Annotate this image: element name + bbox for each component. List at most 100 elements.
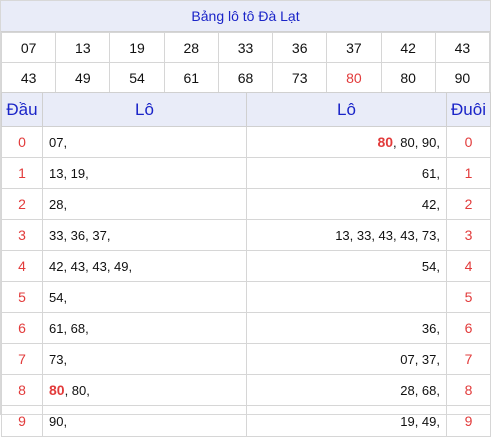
dau-digit-text: 7 — [18, 351, 26, 367]
table-row: 6 61, 68, 36, 6 — [1, 312, 491, 344]
lo-right-text: 36, — [421, 321, 440, 336]
lo-left-text: 54, — [49, 290, 68, 305]
number-cell: 28 — [163, 32, 219, 63]
lo-left-cell: 42, 43, 43, 49, — [42, 250, 247, 282]
lo-left-text: , 80, — [64, 383, 90, 398]
lo-left-text: 61, 68, — [49, 321, 89, 336]
dau-digit-text: 0 — [18, 134, 26, 150]
number-cell: 90 — [434, 62, 491, 93]
lo-right-cell: 80, 80, 90, — [246, 126, 447, 158]
lo-left-text: 33, 36, 37, — [49, 228, 111, 243]
dau-digit-text: 6 — [18, 320, 26, 336]
number-cell: 07 — [0, 32, 57, 63]
duoi-digit: 8 — [446, 374, 491, 406]
dau-digit: 7 — [1, 343, 43, 375]
lo-right-cell: 28, 68, — [246, 374, 447, 406]
duoi-digit: 4 — [446, 250, 491, 282]
lo-right-cell: 42, — [246, 188, 447, 220]
lo-left-text: 90, — [49, 414, 68, 429]
number-cell: 54 — [109, 62, 165, 93]
lo-highlight: 80 — [377, 134, 394, 150]
lo-right-cell: 54, — [246, 250, 447, 282]
dau-digit: 4 — [1, 250, 43, 282]
numbers-grid: 07 13 19 28 33 36 37 42 43 43 49 54 61 6… — [0, 32, 491, 93]
lo-right-text: 54, — [421, 259, 440, 274]
duoi-digit-text: 4 — [464, 258, 473, 274]
dau-digit-text: 2 — [18, 196, 26, 212]
number-cell: 49 — [55, 62, 111, 93]
lo-table: Đầu Lô Lô Đuôi 0 07, 80, 80, 90, 0 1 13, 19, 6… — [1, 92, 491, 437]
lo-right-cell: 07, 37, — [246, 343, 447, 375]
header-lo-right: Lô — [246, 92, 447, 127]
table-row: 5 54, 5 — [1, 281, 491, 313]
duoi-digit-text: 1 — [464, 165, 473, 181]
lo-right-text: 61, — [421, 166, 440, 181]
number-cell: 37 — [326, 32, 382, 63]
duoi-digit: 1 — [446, 157, 491, 189]
duoi-digit: 0 — [446, 126, 491, 158]
duoi-digit-text: 2 — [464, 196, 473, 212]
lo-left-cell: 61, 68, — [42, 312, 247, 344]
lo-left-cell: 90, — [42, 405, 247, 437]
dau-digit: 1 — [1, 157, 43, 189]
number-cell: 36 — [272, 32, 328, 63]
numbers-row: 07 13 19 28 33 36 37 42 43 — [0, 32, 491, 63]
lo-left-text: 73, — [49, 352, 68, 367]
lo-left-cell: 73, — [42, 343, 247, 375]
duoi-digit: 6 — [446, 312, 491, 344]
dau-digit-text: 4 — [18, 258, 26, 274]
lo-body: 0 07, 80, 80, 90, 0 1 13, 19, 61, 1 2 28, 42, 2 3 33,… — [1, 126, 491, 437]
lo-left-cell: 80, 80, — [42, 374, 247, 406]
lo-right-cell: 19, 49, — [246, 405, 447, 437]
dau-digit-text: 1 — [18, 165, 26, 181]
lo-left-cell: 54, — [42, 281, 247, 313]
lo-right-cell: 13, 33, 43, 43, 73, — [246, 219, 447, 251]
lo-right-text: , 80, 90, — [393, 135, 440, 150]
lo-left-text: 42, 43, 43, 49, — [49, 259, 133, 274]
lo-left-text: 07, — [49, 135, 68, 150]
number-cell: 73 — [272, 62, 328, 93]
table-row: 9 90, 19, 49, 9 — [1, 405, 491, 437]
number-cell: 68 — [217, 62, 274, 93]
lo-header-row: Đầu Lô Lô Đuôi — [1, 92, 491, 127]
duoi-digit: 3 — [446, 219, 491, 251]
number-cell: 19 — [109, 32, 165, 63]
duoi-digit-text: 8 — [464, 382, 473, 398]
lo-right-text: 19, 49, — [400, 414, 440, 429]
dau-digit: 3 — [1, 219, 43, 251]
duoi-digit-text: 5 — [464, 289, 473, 305]
lo-right-text: 42, — [421, 197, 440, 212]
dau-digit-text: 8 — [18, 382, 26, 398]
header-dau: Đầu — [1, 92, 43, 127]
table-row: 3 33, 36, 37, 13, 33, 43, 43, 73, 3 — [1, 219, 491, 251]
lo-right-text: 28, 68, — [400, 383, 440, 398]
dau-digit-text: 3 — [18, 227, 26, 243]
lo-right-text: 13, 33, 43, 43, 73, — [335, 228, 440, 243]
dau-digit-text: 9 — [18, 413, 26, 429]
dau-digit: 2 — [1, 188, 43, 220]
number-cell: 43 — [0, 62, 57, 93]
number-cell: 61 — [163, 62, 219, 93]
lo-left-cell: 07, — [42, 126, 247, 158]
duoi-digit-text: 7 — [464, 351, 473, 367]
dau-digit: 8 — [1, 374, 43, 406]
header-lo-left: Lô — [42, 92, 247, 127]
duoi-digit-text: 3 — [464, 227, 473, 243]
duoi-digit: 5 — [446, 281, 491, 313]
numbers-row: 43 49 54 61 68 73 80 80 90 — [0, 62, 491, 93]
dau-digit: 0 — [1, 126, 43, 158]
dau-digit: 5 — [1, 281, 43, 313]
number-cell: 43 — [434, 32, 491, 63]
table-title: Bảng lô tô Đà Lạt — [1, 1, 490, 32]
lo-left-cell: 33, 36, 37, — [42, 219, 247, 251]
number-cell: 80 — [380, 62, 436, 93]
table-row: 0 07, 80, 80, 90, 0 — [1, 126, 491, 158]
lo-right-text: 07, 37, — [400, 352, 440, 367]
table-row: 2 28, 42, 2 — [1, 188, 491, 220]
duoi-digit-text: 6 — [464, 320, 473, 336]
lo-right-cell: 61, — [246, 157, 447, 189]
duoi-digit-text: 0 — [464, 134, 473, 150]
lo-left-text: 13, 19, — [49, 166, 89, 181]
lo-left-cell: 13, 19, — [42, 157, 247, 189]
table-row: 8 80, 80, 28, 68, 8 — [1, 374, 491, 406]
